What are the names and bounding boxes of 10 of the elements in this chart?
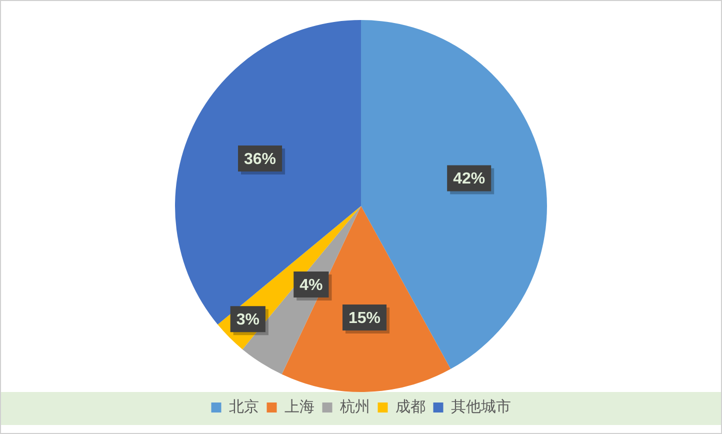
legend-label: 其他城市 [450,397,511,416]
data-label: 15% [348,310,381,327]
legend-label: 成都 [395,397,426,416]
data-label: 36% [244,150,276,168]
data-label: 3% [236,312,260,329]
legend-label: 北京 [228,397,259,416]
data-label: 42% [453,170,486,188]
legend-label: 上海 [284,397,314,416]
data-label: 4% [300,276,323,294]
legend-label: 杭州 [338,397,370,416]
